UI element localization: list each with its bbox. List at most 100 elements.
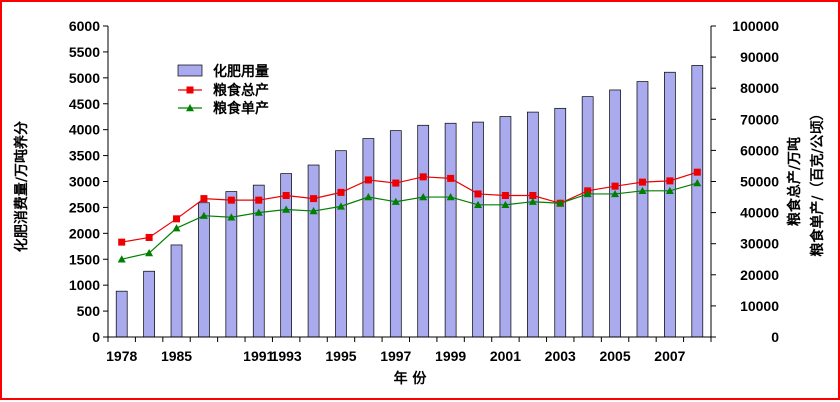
point-yield-1995 (336, 202, 345, 210)
bar-2007 (664, 71, 676, 338)
bar-1996 (362, 138, 375, 338)
x-tick-label-1997: 1997 (380, 348, 411, 364)
point-yield-1997 (391, 197, 400, 205)
left-tick-label-5500: 5500 (69, 44, 100, 60)
point-yield-2000 (474, 200, 483, 209)
legend-label-total: 粮食总产 (213, 82, 269, 99)
point-total-1997 (392, 179, 400, 187)
point-yield-1998 (419, 193, 428, 201)
left-y-axis-title: 化肥消费量/万吨养分 (13, 121, 30, 252)
bar-1986 (198, 202, 210, 338)
right-tick-label-70000: 70000 (740, 111, 779, 127)
x-tick-label-2001: 2001 (490, 348, 521, 364)
legend-label-yield: 粮食单产 (213, 100, 269, 117)
point-total-2007 (666, 177, 674, 185)
bar-2001 (499, 116, 512, 338)
left-tick-label-4000: 4000 (69, 122, 100, 138)
point-total-1986 (200, 195, 208, 203)
left-tick-label-1000: 1000 (69, 277, 100, 293)
right-tick-label-100000: 100000 (732, 18, 779, 34)
bar-1980 (143, 270, 155, 338)
left-tick-label-2000: 2000 (69, 225, 100, 241)
bar-2008 (691, 65, 704, 338)
right-tick-label-10000: 10000 (740, 298, 779, 314)
right-y-axis-title-total: 粮食总产/万吨 (786, 137, 803, 226)
point-total-2000 (474, 190, 482, 198)
x-tick-label-1993: 1993 (271, 348, 302, 364)
point-yield-1999 (446, 193, 455, 201)
right-tick-label-0: 0 (771, 329, 779, 345)
left-tick-label-1500: 1500 (69, 251, 100, 267)
right-tick-label-40000: 40000 (740, 205, 779, 221)
x-tick-label-1985: 1985 (161, 348, 192, 364)
point-yield-2004 (583, 189, 592, 198)
right-tick-label-90000: 90000 (740, 49, 779, 65)
point-total-1995 (337, 188, 345, 196)
x-tick-label-1978: 1978 (106, 348, 137, 364)
legend-marker-yield (186, 104, 194, 112)
left-y-ticks: 0 500 1000 1500 2000 2500 3000 3500 4000 4500 5000… (69, 18, 108, 345)
x-axis-title: 年 份 (394, 370, 428, 387)
legend-marker-total (186, 86, 194, 94)
fertilizer-bars (115, 65, 704, 338)
legend-swatch-fertilizer (177, 64, 203, 77)
x-tick-label-1995: 1995 (325, 348, 356, 364)
right-tick-label-50000: 50000 (740, 174, 779, 190)
line-total (121, 171, 698, 243)
point-total-1990 (227, 196, 235, 204)
point-yield-2002 (528, 197, 537, 205)
legend: 化肥用量 粮食总产 粮食单产 (177, 63, 269, 117)
point-total-2008 (693, 168, 701, 176)
right-y-ticks: 0 10000 20000 30000 40000 50000 60000 70000 8000… (711, 18, 779, 345)
bar-1985 (170, 244, 183, 338)
left-tick-label-2500: 2500 (69, 199, 100, 215)
point-yield-1991 (254, 208, 263, 216)
right-tick-label-60000: 60000 (740, 142, 779, 158)
point-yield-1993 (282, 205, 291, 213)
point-yield-2001 (501, 200, 510, 209)
left-tick-label-3000: 3000 (69, 174, 100, 190)
point-yield-1978 (117, 255, 126, 263)
point-total-2001 (501, 191, 509, 199)
point-yield-1986 (199, 211, 208, 219)
point-yield-2006 (638, 186, 647, 195)
point-yield-1990 (227, 213, 236, 221)
point-yield-2008 (693, 179, 702, 187)
bar-1995 (335, 150, 347, 338)
bar-1999 (444, 122, 457, 338)
point-total-1998 (419, 173, 427, 181)
point-total-1994 (310, 195, 318, 203)
bar-2002 (526, 111, 539, 338)
point-total-1991 (255, 196, 263, 204)
point-total-1985 (173, 215, 181, 223)
bar-2000 (472, 121, 484, 338)
point-yield-1980 (145, 249, 154, 257)
point-total-1980 (145, 233, 153, 241)
left-tick-label-5000: 5000 (69, 70, 100, 86)
bar-1998 (417, 124, 430, 338)
bar-1994 (307, 164, 320, 338)
right-tick-label-30000: 30000 (740, 236, 779, 252)
x-tick-label-1991: 1991 (243, 348, 274, 364)
right-tick-label-20000: 20000 (740, 267, 779, 283)
point-yield-2007 (665, 186, 674, 195)
left-tick-label-0: 0 (92, 329, 100, 345)
series-lines (117, 168, 702, 263)
bar-2006 (636, 81, 649, 338)
bar-1991 (252, 184, 265, 338)
x-tick-label-1999: 1999 (435, 348, 466, 364)
point-total-1999 (447, 174, 455, 182)
x-tick-label-2005: 2005 (599, 348, 630, 364)
line-yield (121, 182, 698, 260)
bar-2005 (609, 89, 621, 338)
bar-2003 (554, 107, 567, 338)
point-total-2002 (529, 191, 537, 199)
point-yield-2005 (611, 189, 620, 198)
point-yield-1996 (364, 193, 373, 201)
right-y-axis-title-yield: 粮食单产/（百克/公顷） (809, 106, 826, 256)
point-total-1978 (118, 238, 126, 246)
left-tick-label-3500: 3500 (69, 148, 100, 164)
